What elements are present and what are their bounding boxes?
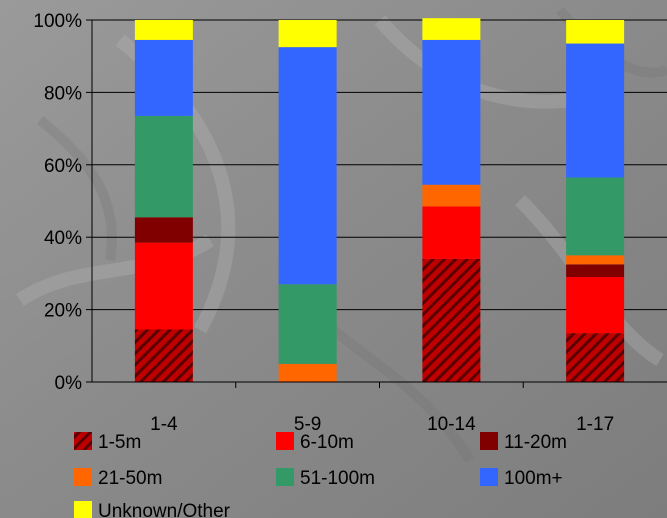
x-tick-label: 1-17 bbox=[576, 414, 614, 435]
legend-label: 11-20m bbox=[504, 432, 567, 453]
bar-segment-1-5m bbox=[566, 333, 625, 382]
bar-segment-6-10m bbox=[422, 206, 481, 259]
y-tick-label: 20% bbox=[44, 301, 82, 322]
y-tick-label: 100% bbox=[33, 11, 82, 32]
legend-label: 21-50m bbox=[98, 468, 162, 489]
bar-segment-100m- bbox=[278, 47, 337, 285]
y-tick-label: 80% bbox=[44, 83, 82, 104]
legend-swatch bbox=[480, 468, 498, 486]
legend-swatch bbox=[74, 501, 92, 518]
bar-segment-1-5m bbox=[134, 329, 193, 382]
legend-swatch bbox=[276, 468, 294, 486]
bar-segment-unknown-other bbox=[278, 20, 337, 48]
bar-segment-51-100m bbox=[278, 284, 337, 364]
bar-segment-1-5m bbox=[422, 258, 481, 382]
bar-segment-100m- bbox=[422, 39, 481, 185]
bar-segment-51-100m bbox=[134, 115, 193, 218]
legend-swatch bbox=[74, 468, 92, 486]
y-tick-label: 60% bbox=[44, 156, 82, 177]
bar-segment-100m- bbox=[566, 43, 625, 178]
bar-segment-51-100m bbox=[566, 177, 625, 256]
bar-segment-21-50m bbox=[278, 363, 337, 382]
bar-segment-11-20m bbox=[134, 217, 193, 243]
bar-segment-unknown-other bbox=[566, 20, 625, 44]
x-tick-label: 5-9 bbox=[294, 414, 321, 435]
bar-segment-unknown-other bbox=[422, 18, 481, 40]
legend-swatch bbox=[480, 432, 498, 450]
bar-segment-unknown-other bbox=[134, 20, 193, 40]
y-tick-label: 40% bbox=[44, 228, 82, 249]
x-tick-label: 1-4 bbox=[150, 414, 178, 435]
bar-segment-100m- bbox=[134, 39, 193, 116]
legend-swatch bbox=[276, 432, 294, 450]
legend-label: 51-100m bbox=[300, 468, 375, 489]
legend-label: 6-10m bbox=[300, 432, 354, 453]
bar-segment-6-10m bbox=[566, 277, 625, 334]
legend-swatch bbox=[74, 432, 92, 450]
bar-segment-21-50m bbox=[566, 255, 625, 265]
legend-label: 100m+ bbox=[504, 468, 563, 489]
bar-segment-11-20m bbox=[566, 264, 625, 278]
x-tick-label: 10-14 bbox=[427, 414, 476, 435]
legend-label: Unknown/Other bbox=[98, 501, 231, 518]
bar-segment-6-10m bbox=[134, 242, 193, 330]
bar-segment-21-50m bbox=[422, 184, 481, 207]
legend-label: 1-5m bbox=[98, 432, 141, 453]
y-tick-label: 0% bbox=[55, 373, 83, 394]
